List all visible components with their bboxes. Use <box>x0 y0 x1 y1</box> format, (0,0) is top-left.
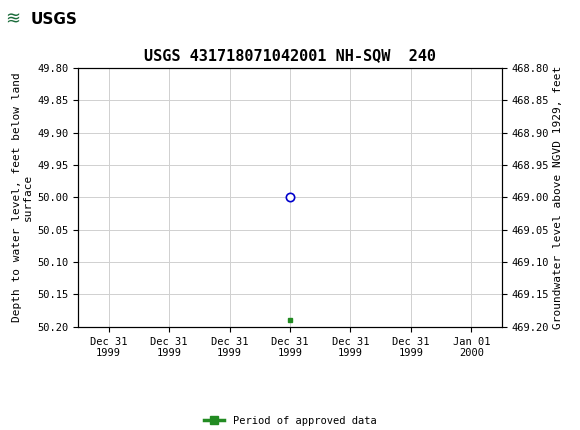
FancyBboxPatch shape <box>3 3 70 35</box>
Y-axis label: Depth to water level, feet below land
surface: Depth to water level, feet below land su… <box>12 73 33 322</box>
Text: ≋: ≋ <box>5 10 20 28</box>
Text: USGS: USGS <box>30 12 77 27</box>
Y-axis label: Groundwater level above NGVD 1929, feet: Groundwater level above NGVD 1929, feet <box>553 66 563 329</box>
Legend: Period of approved data: Period of approved data <box>200 412 380 430</box>
Title: USGS 431718071042001 NH-SQW  240: USGS 431718071042001 NH-SQW 240 <box>144 48 436 63</box>
